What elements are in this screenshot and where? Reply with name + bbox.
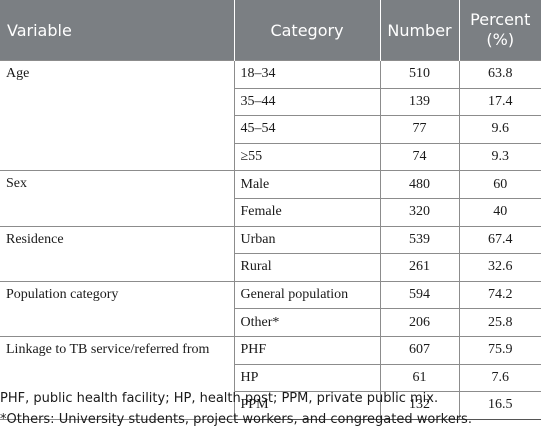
demographics-table: Variable Category Number Percent (%) Age… — [0, 0, 541, 420]
table-row: Linkage to TB service/referred from PHF 60… — [0, 335, 541, 420]
footnote-abbreviations: PHF, public health facility; HP, health … — [0, 391, 439, 406]
table-body: Age 18–34 510 63.8 35–44 139 17.4 45–54 77 9.6 ≥55… — [0, 59, 541, 420]
table-row: Female 320 40 — [0, 197, 541, 227]
number-cell: 61 — [379, 363, 460, 393]
number-cell: 539 — [379, 225, 460, 255]
category-cell: Rural — [233, 253, 381, 282]
category-cell: Male — [233, 170, 381, 199]
header-percent-label: Percent — [470, 10, 531, 29]
header-percent: Percent (%) — [458, 0, 541, 61]
category-cell: Female — [233, 197, 381, 227]
table-row: PPM 132 16.5 — [0, 391, 541, 420]
variable-cell: Linkage to TB service/referred from — [0, 335, 235, 420]
variable-cell: Residence — [0, 225, 235, 282]
table-row: Other* 206 25.8 — [0, 308, 541, 337]
header-percent-unit: (%) — [486, 30, 515, 49]
number-cell: 607 — [379, 335, 460, 365]
number-cell: 77 — [379, 115, 460, 144]
category-cell: PHF — [233, 335, 381, 365]
table-row: Population category General population 594… — [0, 280, 541, 337]
percent-cell: 17.4 — [458, 87, 541, 117]
table-header: Variable Category Number Percent (%) — [0, 0, 541, 61]
number-cell: 74 — [379, 142, 460, 172]
number-cell: 594 — [379, 280, 460, 310]
variable-cell: Sex — [0, 170, 235, 227]
table-row: Rural 261 32.6 — [0, 253, 541, 282]
table-row: Age 18–34 510 63.8 — [0, 59, 541, 172]
category-cell: Other* — [233, 308, 381, 337]
category-cell: PPM — [233, 391, 381, 420]
category-cell: General population — [233, 280, 381, 310]
variable-cell: Age — [0, 59, 235, 172]
number-cell: 206 — [379, 308, 460, 337]
header-row: Variable Category Number Percent (%) — [0, 0, 541, 61]
footnote-others: *Others: University students, project wo… — [0, 412, 472, 427]
number-cell: 320 — [379, 197, 460, 227]
header-category: Category — [233, 0, 380, 61]
percent-cell: 16.5 — [458, 391, 541, 420]
percent-cell: 63.8 — [458, 60, 541, 89]
percent-cell: 67.4 — [458, 225, 541, 255]
table-row: ≥55 74 9.3 — [0, 142, 541, 172]
category-cell: ≥55 — [233, 142, 381, 172]
percent-cell: 9.6 — [458, 115, 541, 144]
percent-cell: 75.9 — [458, 335, 541, 365]
header-number: Number — [379, 0, 459, 61]
table-row: Residence Urban 539 67.4 — [0, 225, 541, 282]
header-variable: Variable — [7, 20, 72, 40]
category-cell: Urban — [233, 225, 381, 255]
category-cell: 18–34 — [233, 60, 381, 89]
variable-cell: Population category — [0, 280, 235, 337]
category-cell: 45–54 — [233, 115, 381, 144]
number-cell: 132 — [379, 391, 460, 420]
percent-cell: 74.2 — [458, 280, 541, 310]
number-cell: 480 — [379, 170, 460, 199]
percent-cell: 7.6 — [458, 363, 541, 393]
percent-cell: 9.3 — [458, 142, 541, 172]
number-cell: 261 — [379, 253, 460, 282]
table-row: Sex Male 480 60 — [0, 170, 541, 227]
number-cell: 139 — [379, 87, 460, 117]
percent-cell: 25.8 — [458, 308, 541, 337]
table-row: HP 61 7.6 — [0, 363, 541, 393]
number-cell: 510 — [379, 60, 460, 89]
percent-cell: 60 — [458, 170, 541, 199]
table-footnotes: PHF, public health facility; HP, health … — [0, 388, 542, 430]
percent-cell: 40 — [458, 197, 541, 227]
category-cell: 35–44 — [233, 87, 381, 117]
percent-cell: 32.6 — [458, 253, 541, 282]
